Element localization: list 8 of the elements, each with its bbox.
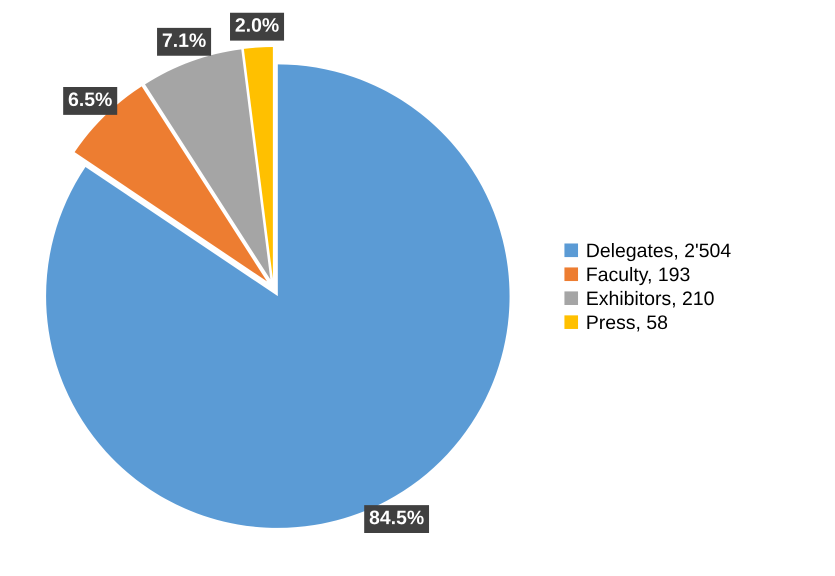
legend-label: Faculty, 193 [587, 266, 690, 286]
legend-label: Exhibitors, 210 [587, 290, 714, 308]
data-label: 7.1% [162, 33, 206, 48]
data-label: 2.0% [236, 18, 279, 32]
data-label: 6.5% [68, 92, 112, 106]
legend-label: Delegates, 2'504 [587, 243, 731, 262]
legend-label: Press, 58 [587, 315, 668, 332]
data-label: 84.5% [370, 510, 424, 524]
